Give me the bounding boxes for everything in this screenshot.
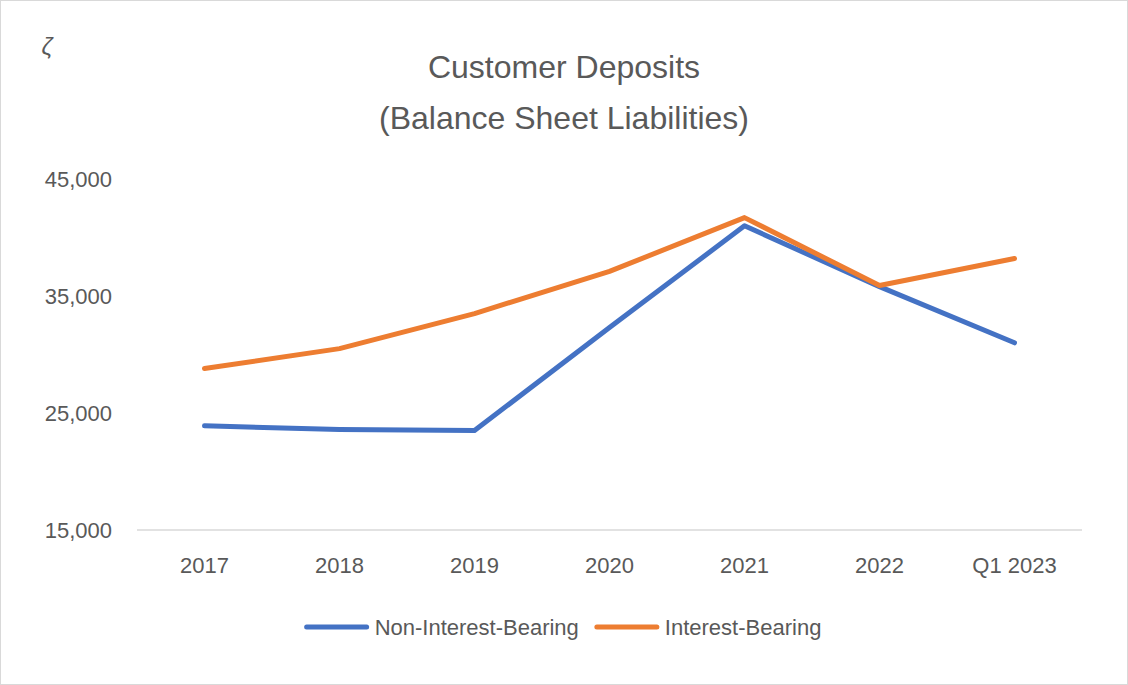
legend: Non-Interest-Bearing Interest-Bearing	[307, 615, 822, 640]
y-axis-label: ζ	[41, 33, 54, 60]
y-tick-label: 45,000	[45, 167, 112, 192]
chart-border	[1, 1, 1128, 685]
x-tick-label: 2019	[450, 553, 499, 578]
x-tick-label: Q1 2023	[972, 553, 1056, 578]
x-tick-label: 2017	[180, 553, 229, 578]
subtitle: (Balance Sheet Liabilities)	[379, 100, 749, 136]
x-tick-label: 2021	[720, 553, 769, 578]
x-axis-line	[137, 529, 1082, 531]
series-line	[205, 218, 1015, 369]
x-tick-label: 2018	[315, 553, 364, 578]
legend-swatch	[307, 625, 367, 630]
x-tick-label: 2022	[855, 553, 904, 578]
series-line	[205, 226, 1015, 431]
x-tick-label: 2020	[585, 553, 634, 578]
plot-area	[205, 218, 1015, 431]
y-tick-label: 25,000	[45, 401, 112, 426]
y-tick-label: 15,000	[45, 518, 112, 543]
legend-label: Non-Interest-Bearing	[375, 615, 579, 640]
chart: Customer Deposits (Balance Sheet Liabilit…	[0, 0, 1128, 685]
legend-label: Interest-Bearing	[665, 615, 822, 640]
legend-swatch	[597, 625, 657, 630]
title: Customer Deposits	[428, 49, 700, 85]
y-tick-label: 35,000	[45, 284, 112, 309]
